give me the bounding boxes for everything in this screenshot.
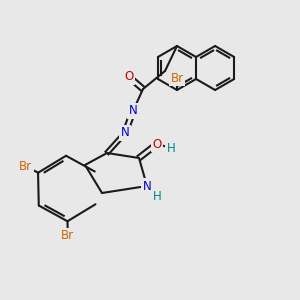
Text: N: N (142, 179, 152, 193)
Text: Br: Br (170, 71, 184, 85)
Text: N: N (129, 104, 137, 118)
Text: Br: Br (19, 160, 32, 172)
Text: O: O (152, 137, 162, 151)
Text: H: H (153, 190, 161, 202)
Text: H: H (167, 142, 176, 154)
Text: Br: Br (61, 229, 74, 242)
Text: O: O (124, 70, 134, 83)
Text: N: N (121, 127, 129, 140)
